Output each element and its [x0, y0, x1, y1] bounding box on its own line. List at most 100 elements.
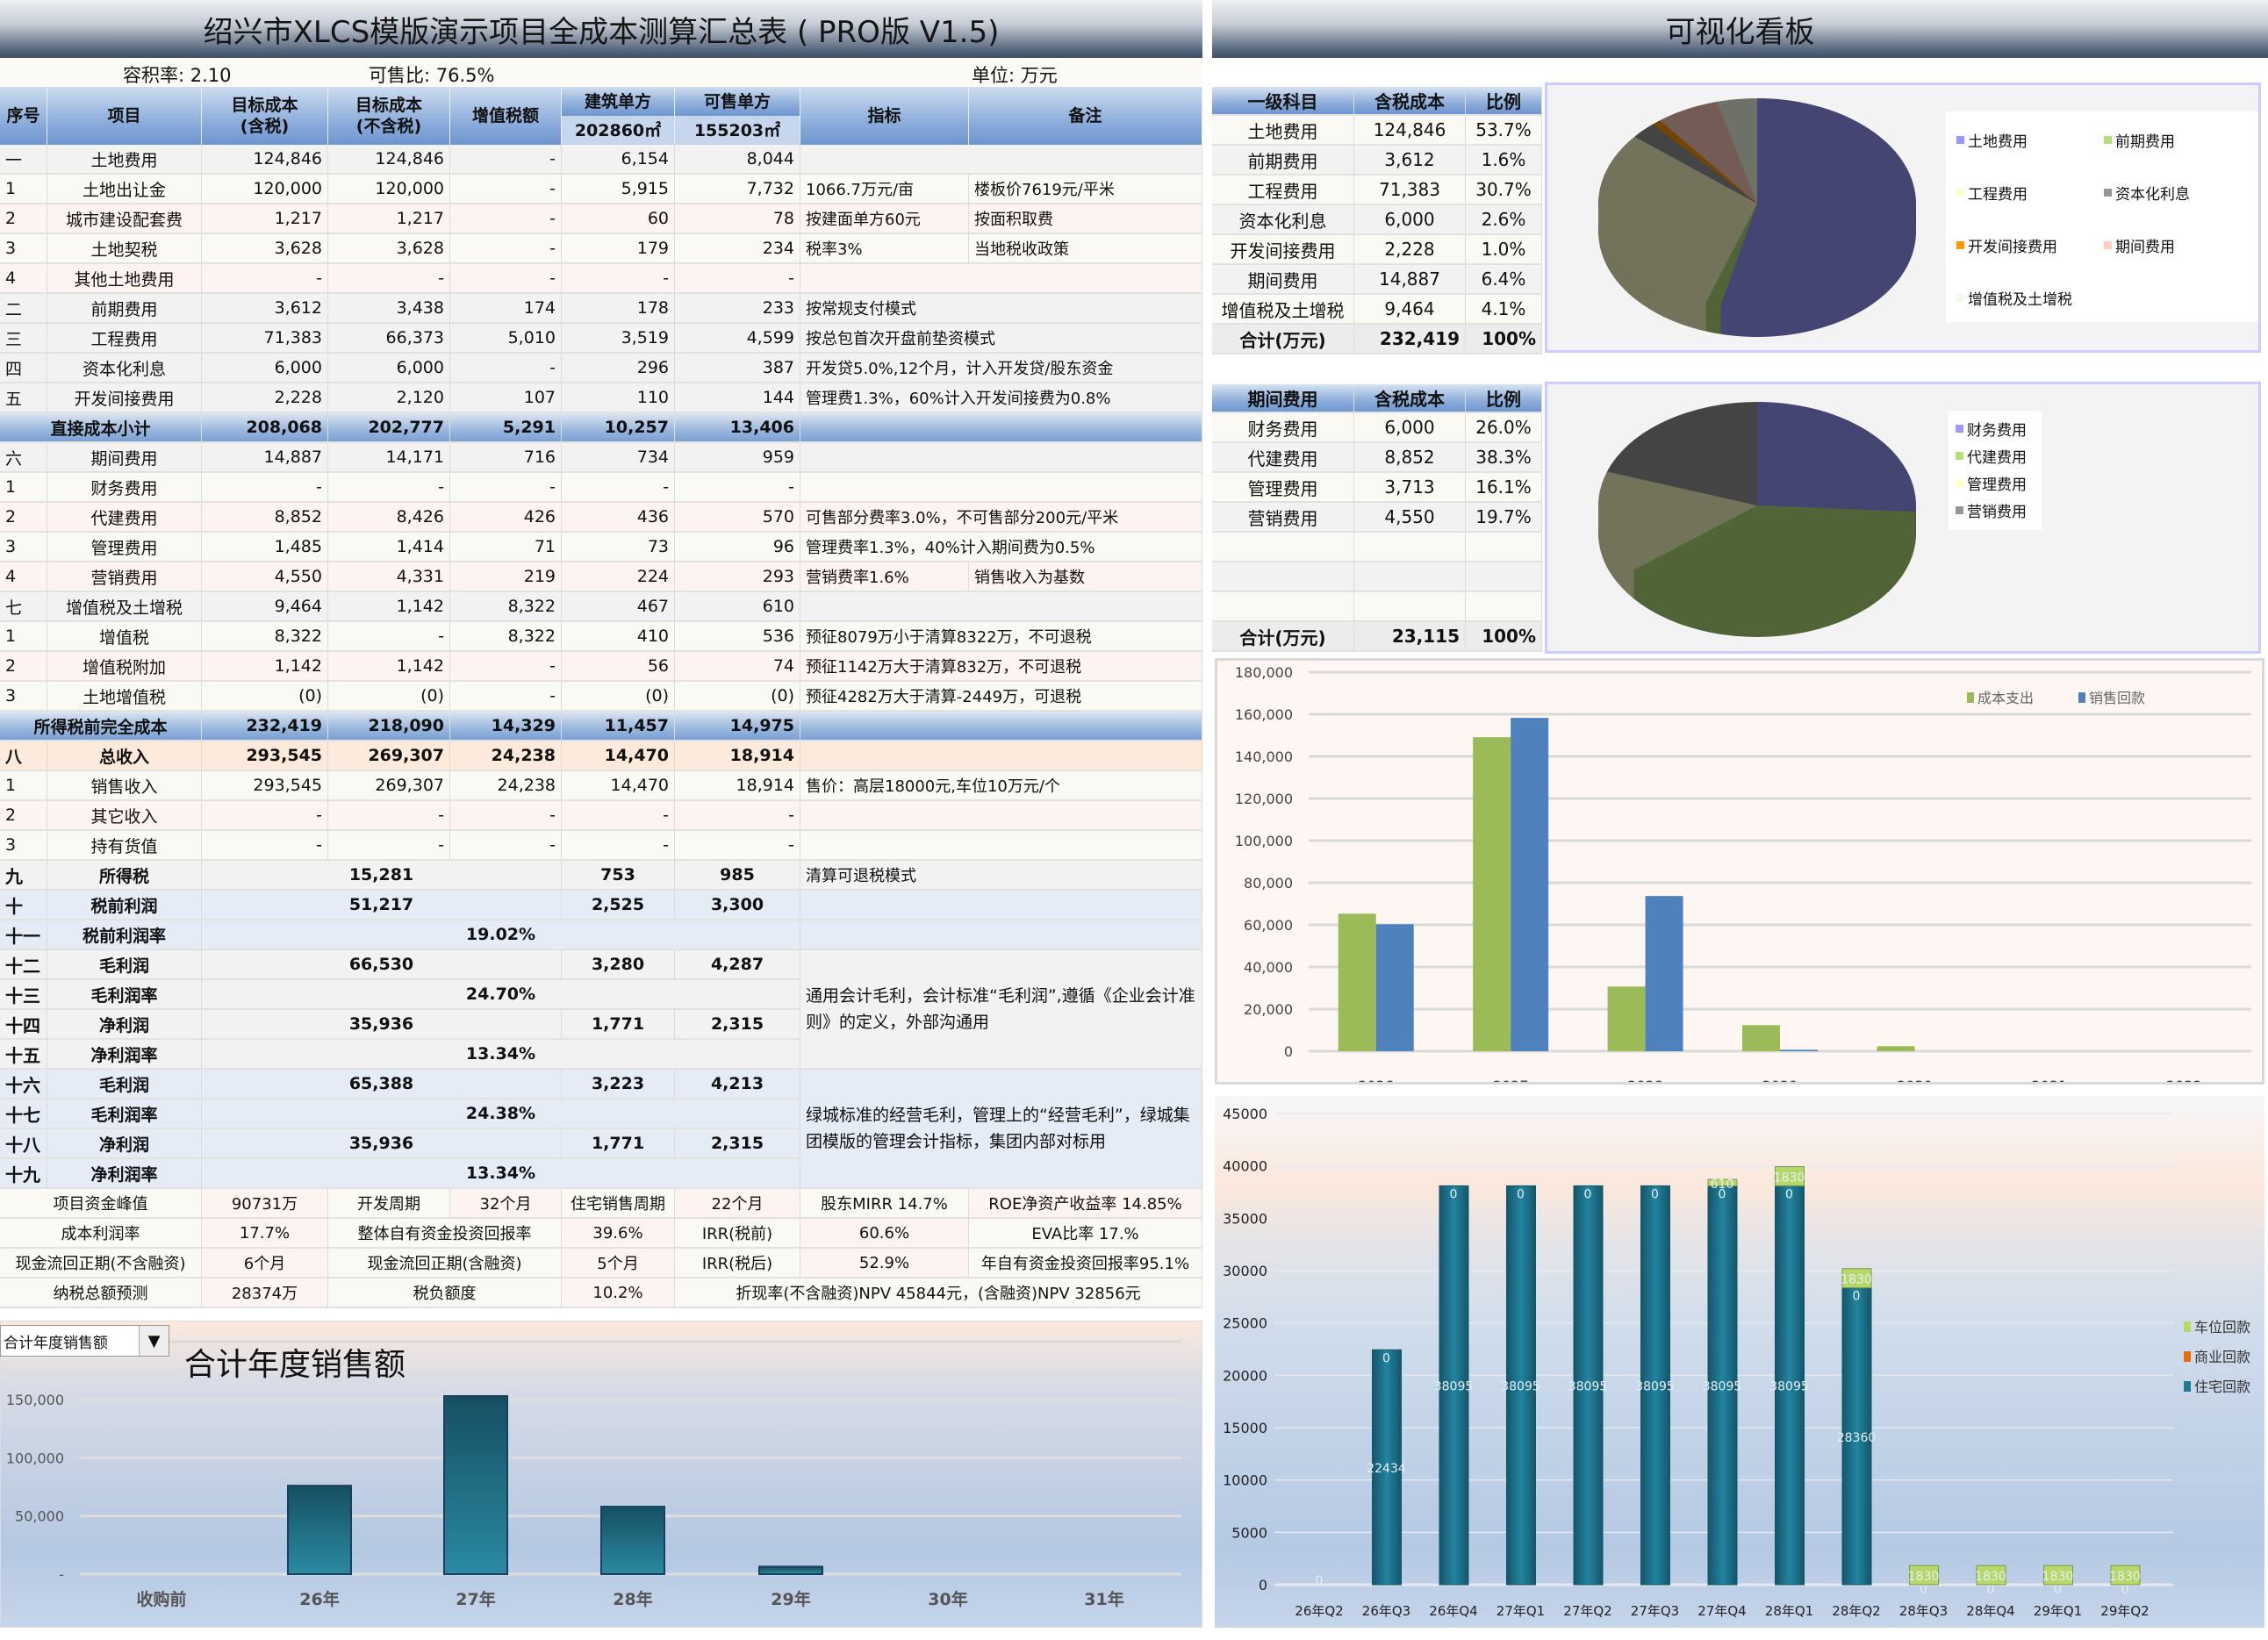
data-label: 28360	[1837, 1431, 1877, 1445]
dropdown-arrow-icon[interactable]: ▼	[139, 1326, 169, 1356]
header-per-build: 建筑单方	[562, 87, 675, 116]
saleable-ratio: 可售比: 76.5%	[369, 65, 495, 86]
table-cell: 14,887	[1354, 265, 1466, 295]
row-indicator: 清算可退税模式	[800, 861, 1202, 891]
row-no: 二	[0, 294, 47, 324]
row-note: 当地税收政策	[969, 234, 1202, 264]
table-header-cell: 比例	[1466, 87, 1542, 116]
x-tick-label: 2027	[1493, 1078, 1529, 1082]
chart-selector-dropdown[interactable]: 合计年度销售额 ▼	[0, 1325, 169, 1357]
data-label: 0	[1382, 1351, 1390, 1365]
row-item: 增值税附加	[47, 652, 202, 682]
bar-annual-sales	[443, 1395, 508, 1575]
data-label: 610	[1711, 1178, 1734, 1192]
row-item: 其他土地费用	[47, 264, 202, 294]
legend-swatch	[2104, 241, 2112, 249]
header-no: 序号	[0, 87, 47, 145]
data-label: 1830	[2109, 1570, 2141, 1584]
y-tick-label: 180,000	[1235, 664, 1293, 681]
row-indicator: 开发贷5.0%,12个月，计入开发贷/股东资金	[800, 354, 1202, 383]
row-cost-incl: 71,383	[202, 324, 328, 354]
x-tick-label: 27年Q4	[1697, 1603, 1746, 1619]
row-cost-incl: 1,142	[202, 652, 328, 682]
y-tick-label: 20,000	[1244, 1001, 1293, 1018]
right-title-bar: 可视化看板	[1212, 0, 2268, 58]
row-item: 所得税	[47, 861, 202, 891]
footer-metric: 22个月	[675, 1189, 800, 1219]
row-amount: 35,936	[202, 1010, 562, 1040]
row-per-build: 6,154	[562, 145, 675, 175]
table-cell: 53.7%	[1466, 116, 1542, 146]
y-tick-label: 0	[1259, 1577, 1267, 1593]
row-indicator: 按常规支付模式	[800, 294, 1202, 324]
legend-swatch	[1956, 425, 1963, 433]
row-item: 所得税前完全成本	[0, 712, 202, 741]
row-cost-excl: 202,777	[328, 413, 450, 443]
table-cell: 38.3%	[1466, 443, 1542, 473]
row-item: 财务费用	[47, 473, 202, 503]
row-rate: 24.70%	[202, 980, 800, 1010]
table-cell	[1466, 562, 1542, 592]
row-per-build: 467	[562, 592, 675, 622]
footer-metric: 32个月	[450, 1189, 562, 1219]
pie-slice-side	[1757, 402, 1916, 512]
row-per-build: 60	[562, 204, 675, 234]
data-label: 0	[1853, 1290, 1861, 1304]
footer-metric: 纳税总额预测	[0, 1278, 202, 1308]
row-per-sale: (0)	[675, 682, 800, 712]
row-per-sale: 144	[675, 383, 800, 413]
summary-table: 一级科目 含税成本 比例 土地费用 124,846 53.7% 前期费用 3,612 1.6% 工…	[1212, 87, 1542, 354]
pie-slice-side	[1717, 98, 1757, 204]
data-label: 38095	[1703, 1380, 1742, 1394]
row-indicator: 售价：高层18000元,车位10万元/个	[800, 771, 1202, 801]
bar-residential	[1372, 1349, 1402, 1586]
data-label: 0	[1785, 1187, 1793, 1201]
bar-cost	[1742, 1025, 1780, 1051]
table-cell: 9,464	[1354, 295, 1466, 325]
table-cell: 26.0%	[1466, 413, 1542, 443]
annual-sales-chart: - 50,000 100,000 150,000 收购前 26年 27年 28年 29年 30年 3…	[0, 1321, 1202, 1628]
legend-item: 增值税及土增税	[1956, 287, 2072, 309]
row-per-sale: 74	[675, 652, 800, 682]
row-per-build: 5,915	[562, 175, 675, 204]
data-label: 38095	[1568, 1380, 1608, 1394]
table-cell: 土地费用	[1212, 116, 1354, 146]
footer-metric: 6个月	[202, 1249, 328, 1278]
row-item: 销售收入	[47, 771, 202, 801]
row-rate: 13.34%	[202, 1159, 800, 1189]
legend-item: 工程费用	[1956, 182, 2028, 204]
row-cost-incl: -	[202, 473, 328, 503]
legend-item: 管理费用	[1956, 472, 2027, 494]
row-per-sale: 13,406	[675, 413, 800, 443]
pie-slice-side	[1705, 204, 1757, 306]
period-table: 期间费用 含税成本 比例 财务费用 6,000 26.0% 代建费用 8,852 38.3% 管理…	[1212, 384, 1542, 652]
row-no: 四	[0, 354, 47, 383]
row-per-sale: 96	[675, 533, 800, 562]
pie-slice-side	[1598, 136, 1757, 304]
row-per-build: 3,223	[562, 1070, 675, 1099]
row-indicator: 预征8079万小于清算8322万，不可退税	[800, 622, 1202, 652]
row-no: 4	[0, 264, 47, 294]
row-vat: 5,291	[450, 413, 562, 443]
row-vat: 5,010	[450, 324, 562, 354]
footer-metric: 开发周期	[328, 1189, 450, 1219]
row-indicator: 管理费1.3%，60%计入开发间接费为0.8%	[800, 383, 1202, 413]
table-cell: 1.6%	[1466, 146, 1542, 175]
row-no: 3	[0, 533, 47, 562]
row-cost-incl: -	[202, 801, 328, 831]
row-cost-excl: 2,120	[328, 383, 450, 413]
legend-swatch	[1956, 479, 1963, 487]
data-label: 0	[1450, 1187, 1458, 1201]
row-item: 税前利润率	[47, 920, 202, 950]
table-total-cell: 100%	[1466, 325, 1542, 354]
row-per-sale: -	[675, 831, 800, 861]
dashboard-title: 可视化看板	[1665, 14, 1815, 50]
footer-metric: 现金流回正期(不含融资)	[0, 1249, 202, 1278]
row-per-sale: 8,044	[675, 145, 800, 175]
row-per-build: -	[562, 473, 675, 503]
row-item: 毛利润率	[47, 980, 202, 1010]
y-tick-label: 100,000	[1235, 833, 1293, 849]
row-amount: 65,388	[202, 1070, 562, 1099]
cost-summary-table: 一土地费用 124,846 124,846-6,154 8,044 1 土地出让金 120,…	[0, 145, 1202, 1308]
page-title: 绍兴市XLCS模版演示项目全成本测算汇总表 ( PRO版 V1.5)	[203, 14, 1000, 50]
